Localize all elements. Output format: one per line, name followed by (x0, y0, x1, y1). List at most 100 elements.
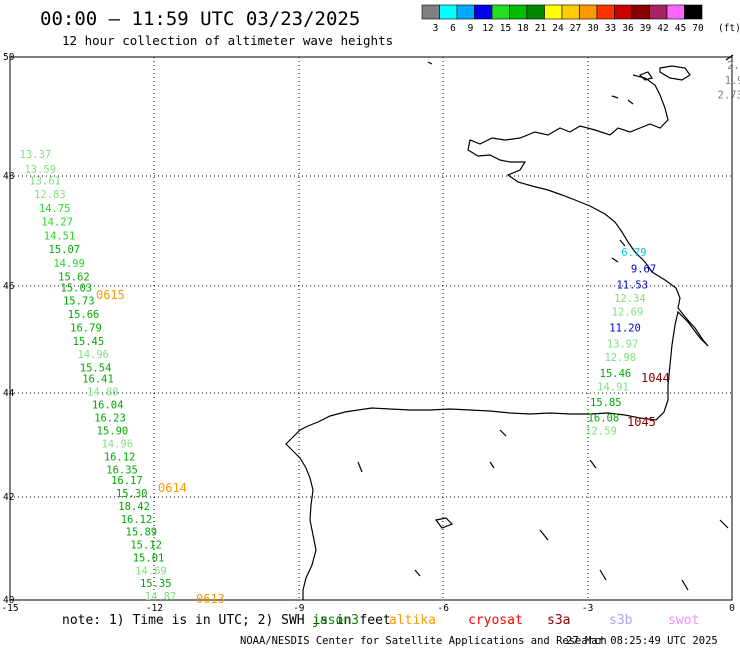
longitude-tick-label: -15 (1, 603, 18, 614)
map-subtitle: 12 hour collection of altimeter wave hei… (62, 33, 393, 48)
pass-time-label: 0613 (196, 592, 225, 606)
color-scale-label: 18 (517, 23, 529, 34)
wave-height-value: 11.20 (609, 322, 641, 334)
satellite-legend-item: s3a (547, 613, 570, 628)
color-swatch (456, 4, 475, 20)
pass-time-label: 0615 (96, 288, 125, 302)
wave-height-value: 16.04 (92, 400, 124, 412)
timestamp-text: 27 Mar 08:25:49 UTC 2025 (566, 635, 718, 647)
color-swatch (684, 4, 703, 20)
satellite-legend-item: altika (389, 613, 436, 628)
color-scale-label: 70 (692, 23, 704, 34)
color-swatch (649, 4, 668, 20)
credit-text: NOAA/NESDIS Center for Satellite Applica… (240, 635, 607, 647)
latitude-tick-label: 46 (3, 281, 15, 292)
wave-height-value: 15.73 (63, 296, 95, 308)
wave-height-value: 15.30 (116, 488, 148, 500)
wave-height-value: 16.08 (588, 413, 620, 425)
color-scale-label: 36 (622, 23, 634, 34)
color-scale-label: 15 (500, 23, 511, 34)
wave-height-value: 14.87 (145, 591, 177, 603)
color-scale-label: 42 (657, 23, 668, 34)
satellite-legend: jason3 altika cryosat s3a s3b swot (312, 613, 699, 628)
wave-height-value: 12.69 (612, 306, 644, 318)
longitude-tick-label: -9 (293, 603, 305, 614)
satellite-legend-item: cryosat (468, 613, 523, 628)
color-swatch (579, 4, 598, 20)
color-swatch (474, 4, 493, 20)
wave-height-value: 16.12 (121, 514, 153, 526)
wave-height-value: 15.01 (133, 552, 165, 564)
wave-height-value: 12.34 (614, 293, 646, 305)
wave-height-value: 15.66 (68, 309, 100, 321)
wave-height-value: 2.73 (718, 90, 740, 102)
satellite-legend-item: jason3 (312, 613, 359, 628)
color-scale-label: 24 (552, 23, 564, 34)
longitude-tick-label: -12 (146, 603, 163, 614)
wave-height-value: 15.12 (130, 540, 162, 552)
wave-height-value: 15.46 (600, 368, 632, 380)
wave-height-value: 2.46 (727, 60, 740, 72)
color-scale-label: 3 (433, 23, 439, 34)
satellite-legend-item: s3b (609, 613, 633, 628)
wave-height-value: 15.89 (126, 527, 158, 539)
wave-height-value: 15.54 (80, 363, 112, 375)
color-scale-label: 45 (675, 23, 686, 34)
wave-height-value: 15.03 (61, 282, 93, 294)
color-swatch (439, 4, 458, 20)
color-scale-label: 39 (640, 23, 652, 34)
color-swatch (421, 4, 440, 20)
pass-time-label: 1044 (641, 371, 670, 385)
color-scale-bar: 3 6 9 12 15 18 21 24 27 30 33 36 39 42 45 70 (421, 4, 704, 34)
satellite-pass: 14.8816.0416.2315.9014.9616.1216.3516.17… (87, 387, 187, 513)
color-swatch (491, 4, 510, 20)
wave-height-value: 15.35 (140, 578, 172, 590)
color-swatch (526, 4, 545, 20)
wave-height-value: 14.69 (135, 565, 167, 577)
color-swatch (561, 4, 580, 20)
wave-height-value: 14.27 (41, 217, 73, 229)
color-scale-label: 6 (450, 23, 456, 34)
map-frame (9, 56, 733, 601)
coastline (285, 54, 734, 600)
wave-height-value: 16.35 (106, 465, 138, 477)
latitude-tick-label: 40 (3, 595, 15, 606)
pass-time-label: 0614 (158, 481, 187, 495)
wave-height-value: 16.41 (82, 373, 114, 385)
color-scale-label: 9 (468, 23, 474, 34)
wave-height-value: 14.75 (39, 203, 71, 215)
longitude-tick-label: 0 (729, 603, 735, 614)
wave-height-value: 14.96 (77, 349, 109, 361)
wave-height-value: 15.85 (590, 397, 622, 409)
wave-height-value: 9.67 (631, 263, 656, 275)
footer-note: note: 1) Time is in UTC; 2) SWH is in fe… (62, 613, 391, 628)
wave-height-value: 12.59 (585, 426, 617, 438)
wave-height-value: 16.79 (70, 322, 102, 334)
color-scale-label: 27 (570, 23, 581, 34)
color-scale-unit: (ft) (718, 23, 740, 34)
wave-height-value: 14.99 (53, 258, 85, 270)
latitude-tick-label: 48 (3, 171, 15, 182)
wave-height-value: 13.61 (29, 175, 61, 187)
longitude-tick-label: -3 (582, 603, 593, 614)
color-swatch (596, 4, 615, 20)
wave-height-value: 16.17 (111, 475, 143, 487)
color-scale-label: 30 (587, 23, 599, 34)
longitude-labels: -15 -12 -9 -6 -3 0 (1, 603, 735, 614)
wave-height-value: 13.37 (20, 149, 52, 161)
color-scale-label: 21 (535, 23, 547, 34)
wave-height-value: 14.91 (597, 381, 629, 393)
wave-height-value: 12.83 (34, 189, 66, 201)
wave-height-value: 15.62 (58, 272, 90, 284)
color-swatch (544, 4, 563, 20)
satellite-legend-item: swot (668, 613, 699, 628)
color-swatch (631, 4, 650, 20)
color-swatch (666, 4, 685, 20)
wave-height-value: 15.07 (49, 244, 81, 256)
wave-height-value: 6.79 (621, 247, 646, 259)
